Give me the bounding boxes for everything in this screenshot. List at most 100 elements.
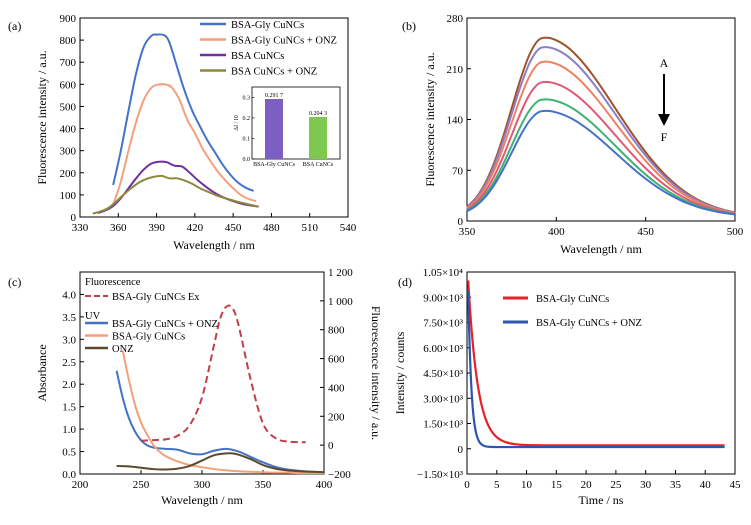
d-x-tick-label: 35 xyxy=(670,479,682,491)
a-series-line xyxy=(112,33,254,192)
a-series-line xyxy=(112,83,257,206)
c-x-tick-label: 400 xyxy=(316,479,333,491)
a-y-tick-label: 900 xyxy=(60,13,77,25)
a-plot-frame xyxy=(79,17,349,218)
d-x-tick-label: 0 xyxy=(464,479,470,491)
b-arrow-head xyxy=(658,114,670,126)
b-series-line xyxy=(466,46,736,214)
a-y-tick-label: 800 xyxy=(60,35,77,47)
b-y-tick-label: 70 xyxy=(452,165,464,177)
b-y-tick-label: 210 xyxy=(447,64,464,76)
a-inset-bar-label: 0.291 7 xyxy=(265,93,283,99)
d-legend-label: BSA-Gly CuNCs + ONZ xyxy=(536,318,642,329)
c-legend-label: BSA-Gly CuNCs + ONZ xyxy=(112,319,218,330)
a-y-axis-label: Fluorescence intensity / a.u. xyxy=(35,50,49,184)
a-y-tick-label: 300 xyxy=(60,146,77,158)
b-series-line xyxy=(466,80,736,215)
d-x-tick-label: 15 xyxy=(551,479,563,491)
b-x-tick-label: 400 xyxy=(548,226,565,238)
a-inset-category-label: BSA CuNCs xyxy=(303,162,334,168)
a-y-tick-label: 200 xyxy=(60,168,77,180)
c-y-axis-label: Absorbance xyxy=(35,344,49,401)
c-x-axis-label: Wavelength / nm xyxy=(161,493,243,507)
d-y-tick-label: 6.00×10³ xyxy=(423,343,463,355)
a-x-tick-label: 360 xyxy=(110,222,127,234)
a-inset-bar xyxy=(265,98,283,159)
b-y-axis-label: Fluorescence intensity / a.u. xyxy=(423,52,437,186)
d-y-tick-label: 7.50×10³ xyxy=(423,318,463,330)
d-y-tick-label: 4.50×10³ xyxy=(423,368,463,380)
c-right-axis-label: Fluorescence intensity / a.u. xyxy=(369,306,383,440)
d-legend-label: BSA-Gly CuNCs xyxy=(536,294,609,305)
a-series-line xyxy=(97,160,259,214)
d-x-tick-label: 30 xyxy=(640,479,652,491)
d-legend: BSA-Gly CuNCs BSA-Gly CuNCs + ONZ xyxy=(503,294,642,329)
b-annotation-bottom: F xyxy=(661,130,668,144)
d-y-tick-label: −1.50×10³ xyxy=(417,469,464,481)
b-y-tick-label: 0 xyxy=(458,216,464,228)
a-x-tick-label: 390 xyxy=(148,222,165,234)
panel-a: 330 360 390 420 450 480 510 540 0 100 200 300 400 500… xyxy=(8,13,357,252)
b-y-tick-label: 140 xyxy=(447,115,464,127)
c-y-tick-label: 4.0 xyxy=(62,289,76,301)
c-legend-header: Fluorescence xyxy=(85,277,141,288)
d-y-tick-label: 1.05×10⁴ xyxy=(423,267,463,279)
d-y-tick-label: 3.00×10³ xyxy=(423,393,463,405)
a-y-tick-label: 600 xyxy=(60,79,77,91)
d-x-axis-label: Time / ns xyxy=(579,493,624,507)
d-y-axis-label: Intensity / counts xyxy=(393,331,407,414)
a-inset-y-tick-label: 0.2 xyxy=(243,116,251,122)
a-inset-y-axis-label: ΔI / I0 xyxy=(234,115,240,131)
b-series-line xyxy=(466,60,736,215)
c-panel-label: (c) xyxy=(8,275,21,289)
a-y-tick-label: 500 xyxy=(60,101,77,113)
c-y-tick-label: 1.0 xyxy=(62,424,76,436)
a-inset-y-tick-label: 0.1 xyxy=(243,136,251,142)
a-x-tick-label: 540 xyxy=(340,222,357,234)
d-series-line xyxy=(467,290,725,449)
d-x-tick-label: 25 xyxy=(610,479,622,491)
d-series-line xyxy=(467,280,725,447)
c-legend-label: BSA-Gly CuNCs xyxy=(112,332,185,343)
c-legend: Fluorescence BSA-Gly CuNCs Ex UV BSA-Gly Cu… xyxy=(85,277,218,355)
b-series-line xyxy=(466,98,736,216)
a-panel-label: (a) xyxy=(8,19,21,33)
b-y-tick-label: 280 xyxy=(447,13,464,25)
a-inset-bar xyxy=(309,116,327,159)
d-y-tick-label: 9.00×10³ xyxy=(423,292,463,304)
c-legend-label: BSA-Gly CuNCs Ex xyxy=(112,292,200,303)
c-y-tick-label: 0.5 xyxy=(62,447,76,459)
b-x-tick-label: 500 xyxy=(727,226,744,238)
c-y-tick-label: 0.0 xyxy=(62,469,76,481)
d-x-tick-label: 45 xyxy=(730,479,742,491)
b-series-line xyxy=(466,109,736,216)
c-y-tick-label: 2.5 xyxy=(62,357,76,369)
d-panel-label: (d) xyxy=(398,275,412,289)
c-y-tick-label: 2.0 xyxy=(62,379,76,391)
panel-d: 0 5 10 15 20 25 30 35 40 45−1.50×10³01.50×10³3.00… xyxy=(393,267,741,507)
a-x-axis-label: Wavelength / nm xyxy=(173,238,255,252)
c-y-tick-label: 1.5 xyxy=(62,402,76,414)
c-right-tick-label: 800 xyxy=(328,325,345,337)
a-x-tick-label: 330 xyxy=(72,222,89,234)
a-inset: 0.0 0.1 0.2 0.3 ΔI / I0 0.291 7 BSA-Gly CuNCs 0… xyxy=(234,86,341,168)
c-x-tick-label: 300 xyxy=(194,479,211,491)
c-y-tick-label: 3.0 xyxy=(62,334,76,346)
a-inset-y-tick-label: 0.0 xyxy=(243,157,251,163)
d-y-tick-label: 0 xyxy=(458,444,464,456)
panel-c: 200 250 300 350 400 0.0 0.5 1.0 1.5 2.0 2.5 3.0 3.5 4… xyxy=(8,267,383,507)
a-y-tick-label: 700 xyxy=(60,57,77,69)
d-x-tick-label: 40 xyxy=(700,479,712,491)
b-x-tick-label: 350 xyxy=(459,226,476,238)
b-panel-label: (b) xyxy=(402,19,416,33)
a-x-tick-label: 480 xyxy=(263,222,280,234)
a-inset-y-tick-label: 0.3 xyxy=(243,95,251,101)
a-y-tick-label: 100 xyxy=(60,190,77,202)
a-legend-label: BSA-Gly CuNCs xyxy=(231,20,304,31)
a-legend-label: BSA CuNCs xyxy=(231,51,284,62)
c-right-tick-label: 1 200 xyxy=(328,267,353,279)
c-right-tick-label: −200 xyxy=(328,469,351,481)
c-right-tick-label: 600 xyxy=(328,354,345,366)
a-x-tick-label: 510 xyxy=(301,222,318,234)
